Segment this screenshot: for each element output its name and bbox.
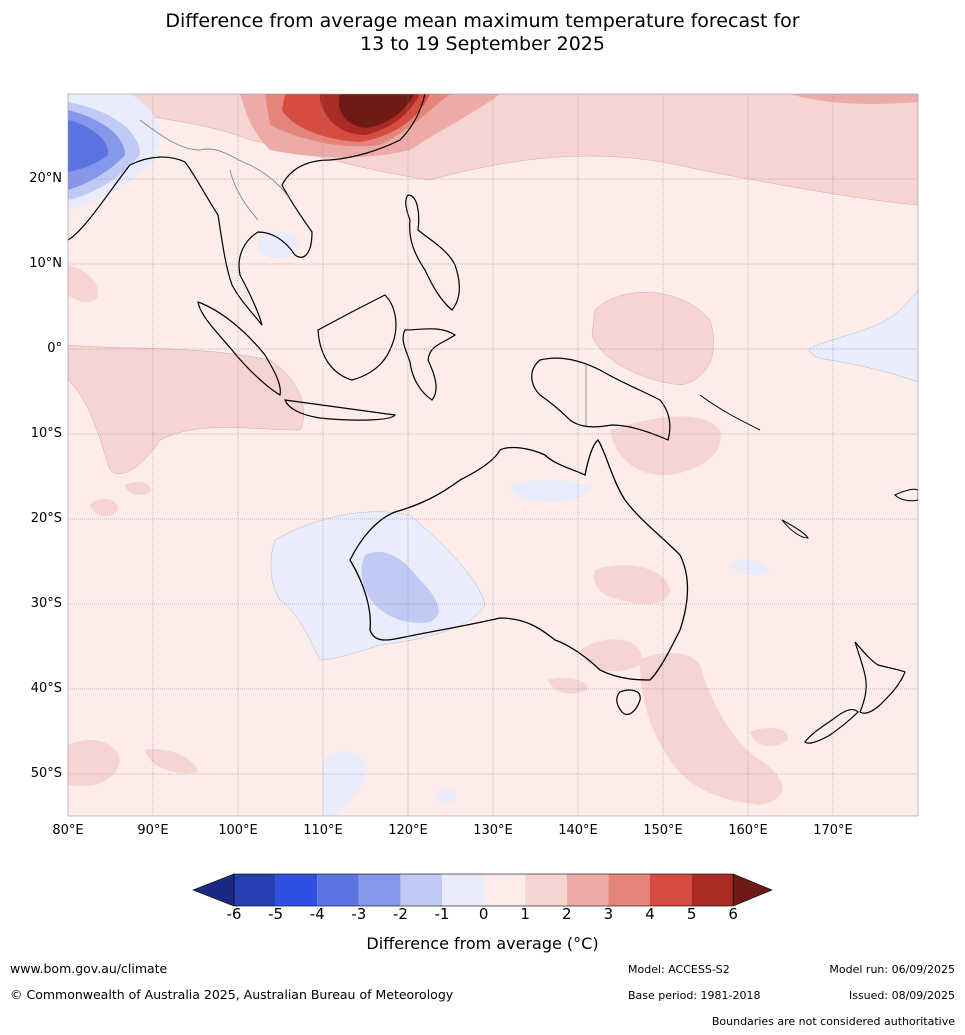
warm-south-indian bbox=[68, 740, 120, 787]
colorbar-segment bbox=[525, 874, 567, 906]
borneo-coastline bbox=[317, 294, 397, 381]
lon-label: 150°E bbox=[643, 823, 683, 838]
colorbar-segment bbox=[650, 874, 692, 906]
colorbar-extend-low bbox=[192, 873, 235, 907]
cool-south-1 bbox=[322, 751, 368, 816]
warm-patch-ne bbox=[790, 94, 918, 104]
colorbar-tick-label: 3 bbox=[603, 905, 614, 923]
lat-label: 20°N bbox=[29, 171, 62, 186]
warm-pacific-3 bbox=[593, 565, 670, 604]
colorbar-tick-label: -4 bbox=[309, 905, 325, 923]
footer-copyright: © Commonwealth of Australia 2025, Austra… bbox=[10, 987, 454, 1002]
new-guinea-coastline bbox=[531, 357, 671, 441]
footer-model: Model: ACCESS-S2 bbox=[628, 963, 730, 976]
title-line-2: 13 to 19 September 2025 bbox=[360, 33, 605, 55]
colorbar-segment bbox=[442, 874, 484, 906]
warm-tasman bbox=[640, 653, 783, 805]
footer-base-period: Base period: 1981-2018 bbox=[628, 989, 761, 1002]
colorbar-segment bbox=[400, 874, 442, 906]
colorbar-tick-label: -1 bbox=[434, 905, 450, 923]
warm-indian-w bbox=[68, 265, 99, 303]
cool-wa-core bbox=[361, 551, 439, 623]
colorbar-tick-label: 0 bbox=[478, 905, 489, 923]
lon-label: 160°E bbox=[728, 823, 768, 838]
nz-south-coastline bbox=[804, 708, 859, 744]
lon-label: 140°E bbox=[558, 823, 598, 838]
lat-label: 10°N bbox=[29, 256, 62, 271]
lon-label: 80°E bbox=[52, 823, 84, 838]
lon-label: 130°E bbox=[473, 823, 513, 838]
new-caledonia-coastline bbox=[781, 519, 809, 539]
colorbar-segment bbox=[234, 874, 276, 906]
colorbar-tick-label: 6 bbox=[728, 905, 738, 923]
sumatra-coastline bbox=[197, 301, 281, 396]
title-line-1: Difference from average mean maximum tem… bbox=[165, 10, 800, 32]
lat-label: 0° bbox=[47, 341, 62, 356]
colorbar-tick-label: -3 bbox=[351, 905, 367, 923]
warm-pacific-1 bbox=[591, 292, 714, 386]
lat-label: 30°S bbox=[30, 596, 62, 611]
gridlines bbox=[68, 94, 918, 816]
lon-label: 100°E bbox=[218, 823, 258, 838]
lon-label: 110°E bbox=[303, 823, 343, 838]
colorbar-segment bbox=[317, 874, 359, 906]
lat-label: 20°S bbox=[30, 511, 62, 526]
footer-issued: Issued: 08/09/2025 bbox=[848, 989, 955, 1002]
cool-pacific-eq bbox=[809, 289, 918, 383]
lat-label: 10°S bbox=[30, 426, 62, 441]
footer-disclaimer: Boundaries are not considered authoritat… bbox=[711, 1015, 955, 1028]
cool-nw-4 bbox=[68, 120, 109, 172]
warm-patch-6 bbox=[750, 728, 789, 747]
java-coastline bbox=[284, 399, 396, 421]
warm-pacific-4 bbox=[580, 639, 642, 672]
fiji-coastline bbox=[894, 488, 918, 502]
colorbar-tick-label: 4 bbox=[645, 905, 655, 923]
warm-patch-5 bbox=[548, 677, 588, 694]
colorbar-tick-label: 1 bbox=[520, 905, 530, 923]
colorbar-segment bbox=[483, 874, 526, 906]
map-frame bbox=[67, 93, 919, 817]
solomons-coastline bbox=[699, 394, 761, 431]
warm-patch-7 bbox=[145, 749, 198, 774]
lon-label: 170°E bbox=[813, 823, 853, 838]
colorbar-tick-label: -6 bbox=[226, 905, 242, 923]
cool-nt bbox=[511, 480, 590, 502]
map-title: Difference from average mean maximum tem… bbox=[0, 10, 965, 56]
colorbar-extend-high bbox=[732, 873, 773, 907]
colorbar-tick-label: -2 bbox=[392, 905, 408, 923]
warm-patch-2 bbox=[90, 498, 118, 517]
nz-north-coastline bbox=[854, 641, 906, 714]
australia-coastline bbox=[349, 439, 689, 681]
colorbar-tick-label: 2 bbox=[562, 905, 572, 923]
colorbar-segment bbox=[275, 874, 318, 906]
warm-indian-eq bbox=[68, 344, 304, 474]
warm-pacific-2 bbox=[610, 416, 721, 476]
colorbar-segment bbox=[608, 874, 650, 906]
warm-patch-1 bbox=[125, 482, 151, 496]
cool-south-2 bbox=[435, 788, 456, 804]
philippines-coastline bbox=[405, 194, 460, 311]
colorbar-tick-label: 5 bbox=[686, 905, 697, 923]
colorbar-segment bbox=[566, 874, 609, 906]
colorbar-tick-label: -5 bbox=[268, 905, 284, 923]
footer-model-run: Model run: 06/09/2025 bbox=[829, 963, 955, 976]
asia-coastline bbox=[68, 94, 426, 326]
lat-label: 50°S bbox=[30, 766, 62, 781]
country-borders bbox=[139, 119, 587, 425]
cool-gulf-thailand bbox=[258, 231, 300, 259]
sulawesi-coastline bbox=[402, 328, 457, 401]
colorbar-title: Difference from average (°C) bbox=[366, 934, 599, 953]
cool-coral bbox=[728, 559, 770, 576]
tasmania-coastline bbox=[616, 689, 641, 715]
warm-core-5 bbox=[338, 94, 415, 128]
colorbar-segment bbox=[358, 874, 401, 906]
footer-url: www.bom.gov.au/climate bbox=[10, 961, 168, 976]
lon-label: 120°E bbox=[388, 823, 428, 838]
lat-label: 40°S bbox=[30, 681, 62, 696]
lon-label: 90°E bbox=[137, 823, 169, 838]
colorbar-segment bbox=[691, 874, 734, 906]
colorbar-outline bbox=[233, 873, 734, 907]
